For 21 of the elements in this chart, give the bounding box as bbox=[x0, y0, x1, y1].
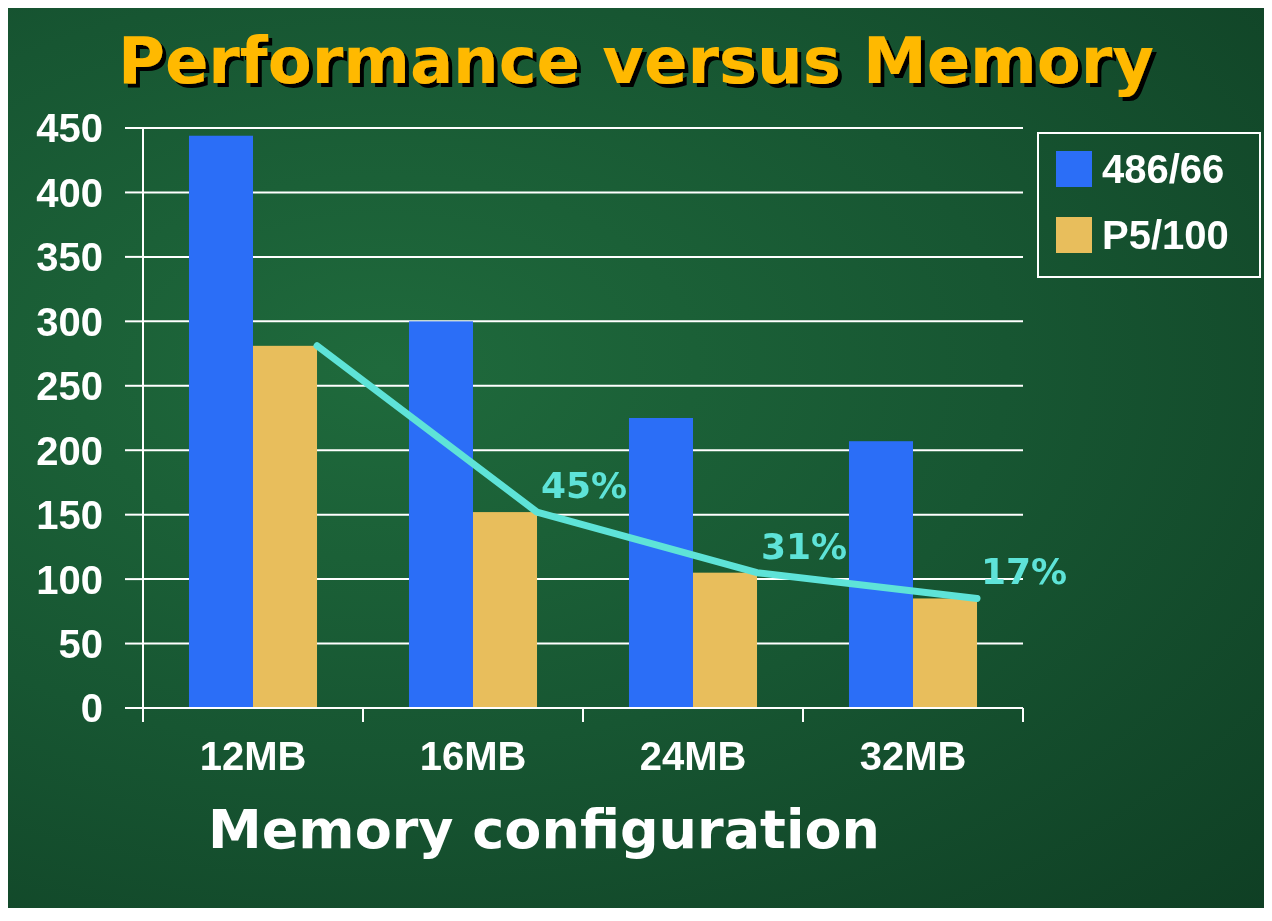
y-tick-label: 450 bbox=[36, 106, 103, 151]
y-tick-label: 350 bbox=[36, 235, 103, 280]
legend-label: P5/100 bbox=[1102, 213, 1229, 258]
y-tick-label: 0 bbox=[80, 686, 103, 731]
chart-title: Performance versus Memory bbox=[117, 24, 1155, 98]
y-tick-label: 150 bbox=[36, 493, 103, 538]
y-tick-label: 300 bbox=[36, 299, 103, 344]
x-axis-title: Memory configuration bbox=[208, 798, 880, 861]
x-tick-label: 12MB bbox=[199, 734, 307, 778]
x-tick-label: 32MB bbox=[859, 734, 967, 778]
y-tick-label: 50 bbox=[58, 621, 103, 666]
x-tick-label: 24MB bbox=[639, 734, 747, 778]
y-tick-label: 400 bbox=[36, 170, 103, 215]
y-tick-label: 250 bbox=[36, 364, 103, 409]
y-tick-label: 100 bbox=[36, 557, 103, 602]
y-tick-label: 200 bbox=[36, 428, 103, 473]
annotation: 17% bbox=[981, 551, 1068, 593]
annotation: 31% bbox=[761, 525, 848, 567]
x-tick-label: 16MB bbox=[419, 734, 527, 778]
annotation: 45% bbox=[541, 465, 628, 507]
legend-label: 486/66 bbox=[1102, 147, 1225, 192]
